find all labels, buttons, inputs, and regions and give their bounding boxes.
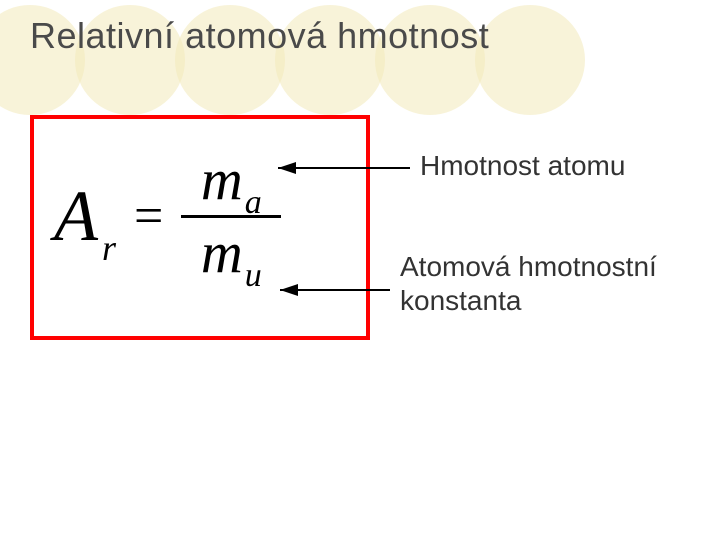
label-mass-of-atom: Hmotnost atomu xyxy=(420,150,625,182)
label-atomic-mass-constant-line1: Atomová hmotnostní xyxy=(400,251,657,282)
label-atomic-mass-constant-line2: konstanta xyxy=(400,285,521,316)
label-atomic-mass-constant: Atomová hmotnostní konstanta xyxy=(400,250,700,317)
